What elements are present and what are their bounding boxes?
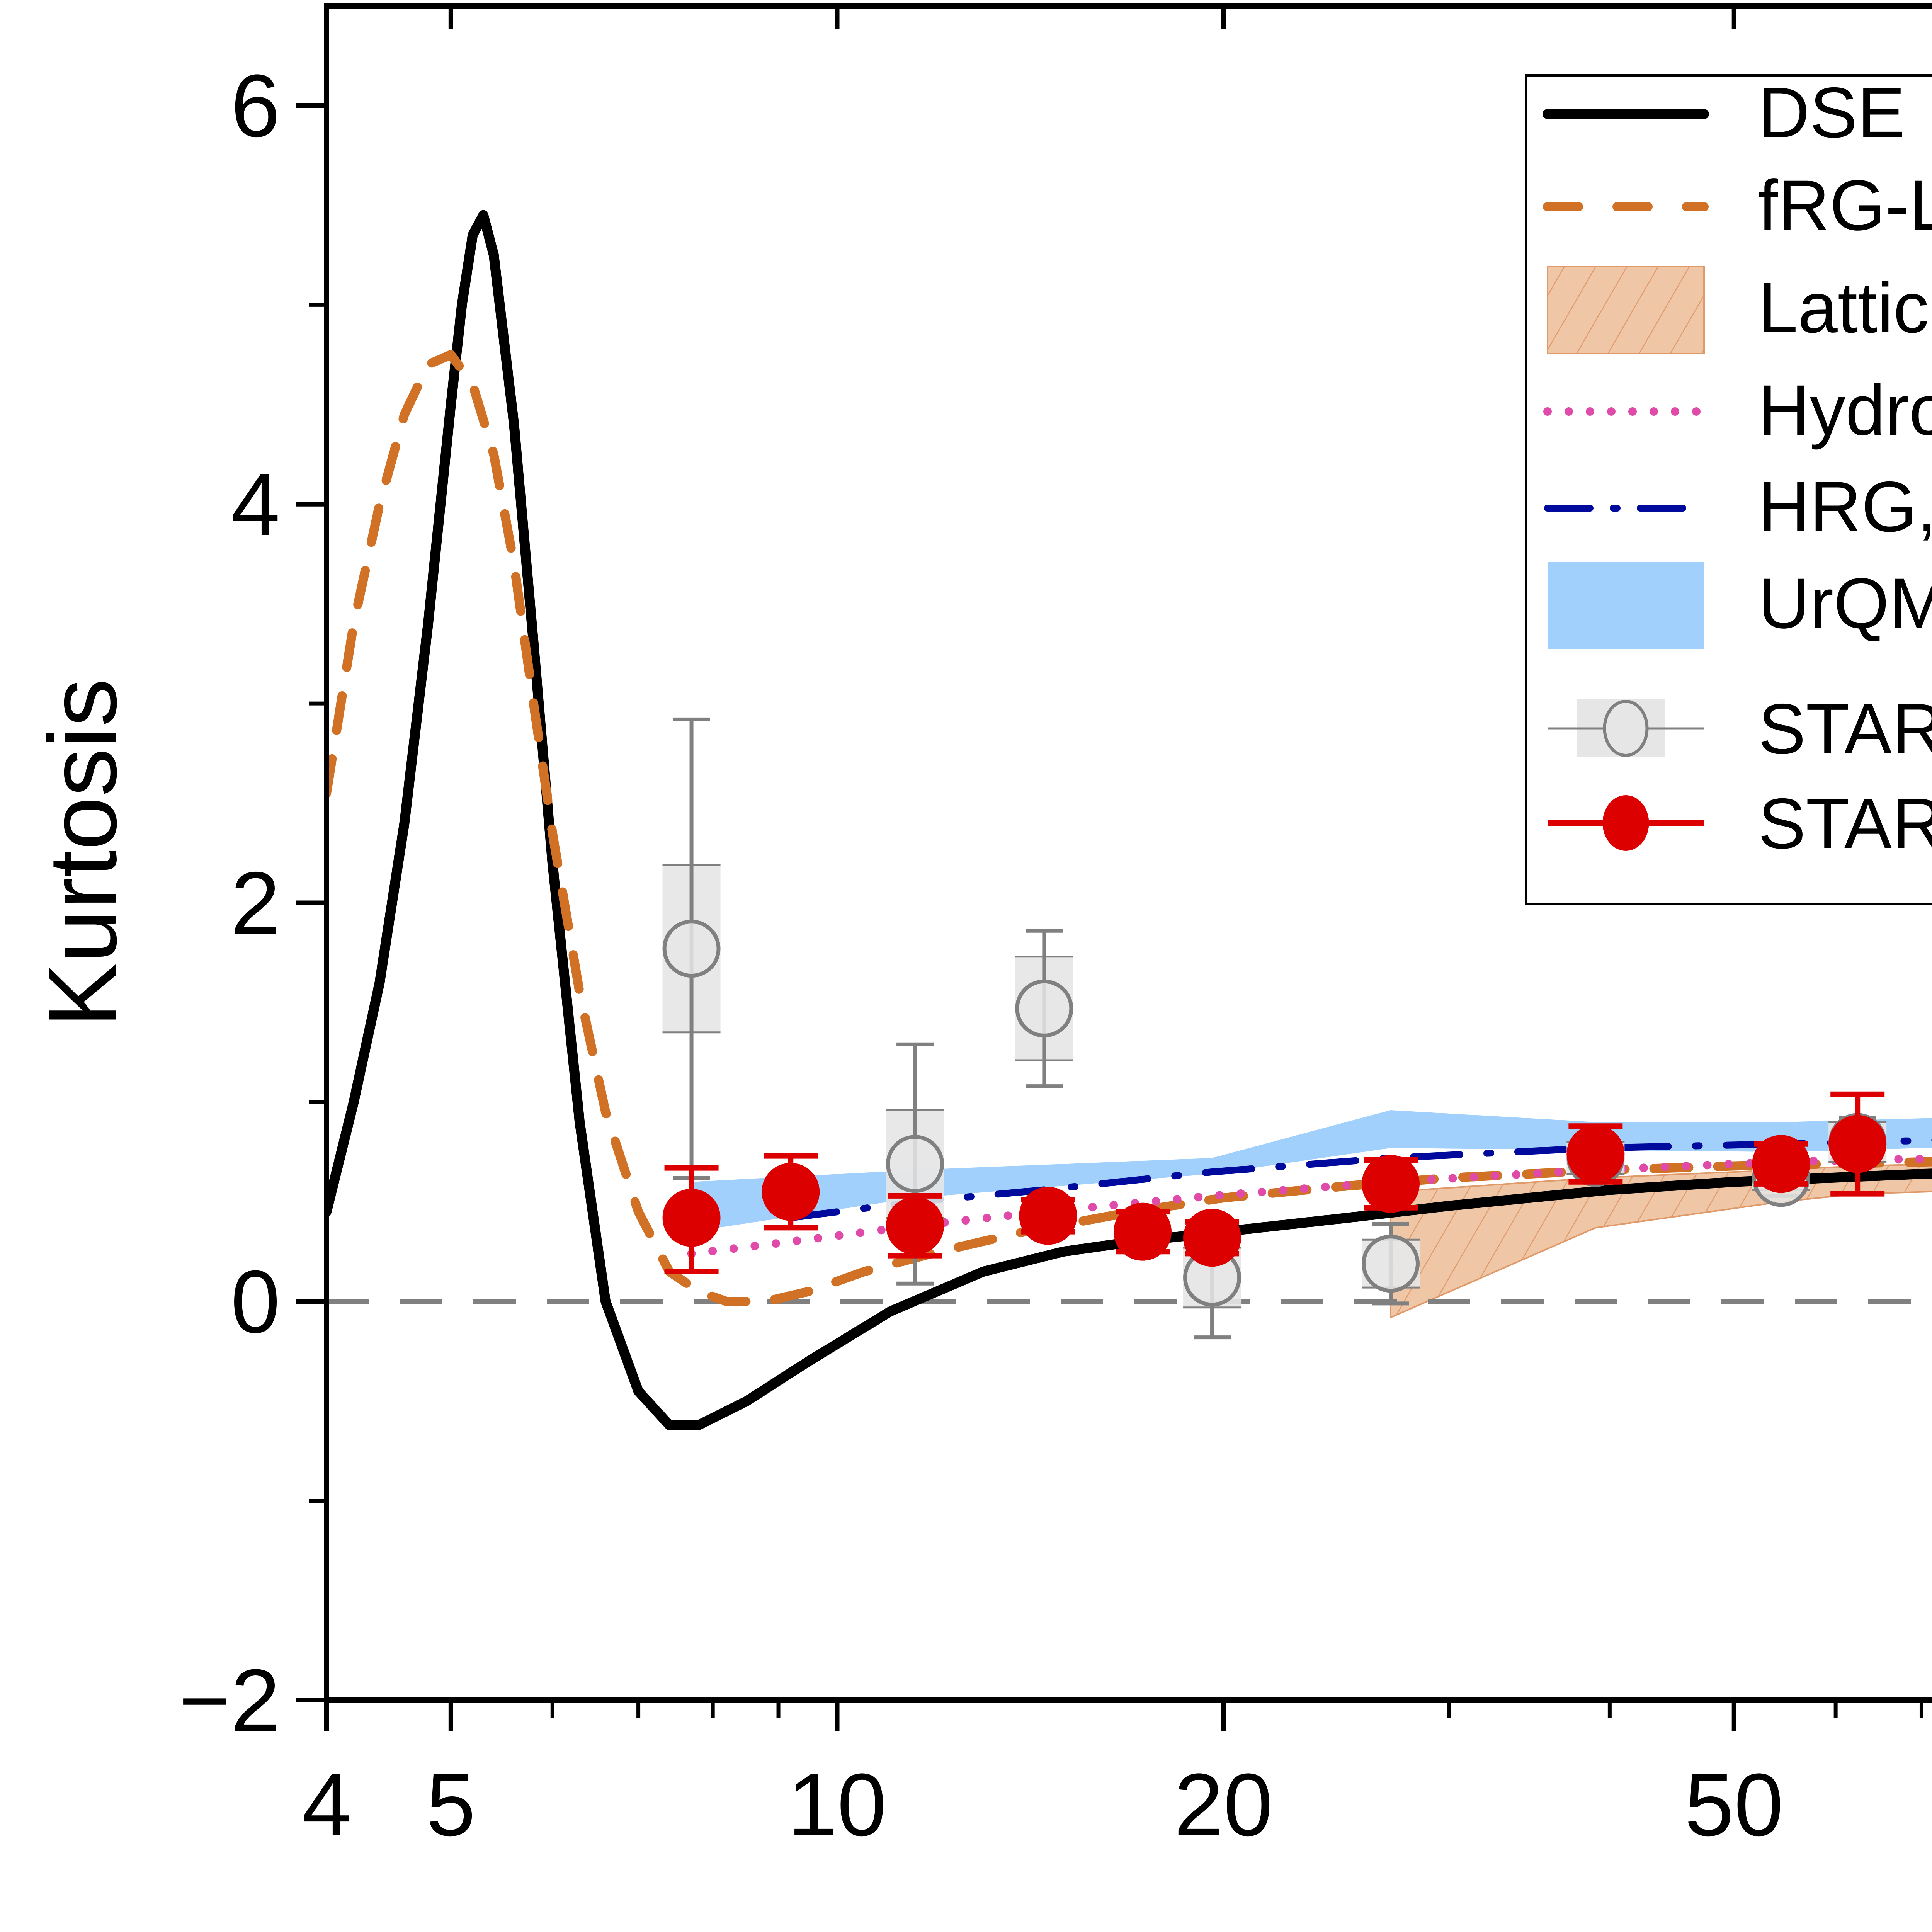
bes2-point bbox=[1566, 1123, 1625, 1185]
x-tick-label: 50 bbox=[1685, 1755, 1784, 1854]
x-tick-label: 5 bbox=[426, 1755, 476, 1854]
line-frg-left bbox=[327, 350, 1932, 1306]
bes2-point bbox=[1752, 1135, 1810, 1193]
y-tick-label: −2 bbox=[179, 1651, 280, 1750]
plot-frame bbox=[324, 3, 1932, 1703]
bes2-point bbox=[1183, 1209, 1242, 1267]
legend-item: UrQMD, 0-5% bbox=[1548, 562, 1932, 649]
bes2-point bbox=[1019, 1187, 1077, 1245]
legend-item: Hydro. bbox=[1543, 371, 1932, 450]
line-hydro- bbox=[687, 1155, 1932, 1258]
bes1-marker bbox=[886, 1135, 944, 1193]
legend-label: Lattice QCD bbox=[1758, 268, 1932, 348]
legend-label: DSE bbox=[1758, 73, 1905, 153]
legend-item: fRG-LEFT bbox=[1543, 166, 1932, 245]
legend-label: UrQMD, 0-5% bbox=[1758, 564, 1932, 643]
legend-swatch-band bbox=[1547, 266, 1705, 354]
bes2-point bbox=[762, 1153, 820, 1231]
bes2-marker bbox=[1566, 1125, 1625, 1183]
bes2-point bbox=[662, 1165, 721, 1274]
bes2-point bbox=[886, 1193, 944, 1259]
bes2-point bbox=[1362, 1155, 1420, 1213]
y-tick-label: 0 bbox=[231, 1252, 280, 1351]
y-tick-label: 4 bbox=[231, 455, 280, 554]
bes2-marker bbox=[1752, 1135, 1810, 1193]
y-axis-title: Kurtosis bbox=[29, 679, 136, 1027]
plot-area bbox=[327, 210, 1932, 1430]
x-tick-label: 10 bbox=[788, 1755, 887, 1854]
axes: −2024645102050100200KurtosissNN[GeV] bbox=[29, 6, 1923, 1854]
x-tick-label: 4 bbox=[302, 1755, 351, 1854]
line-hrg-ce bbox=[787, 1137, 1932, 1221]
legend-label: Hydro. bbox=[1758, 371, 1932, 450]
legend-item: DSE bbox=[1543, 73, 1905, 153]
bes2-point bbox=[1114, 1202, 1172, 1261]
bes1-point bbox=[1015, 929, 1073, 1088]
legend-label: STAR BES-I 0-5% bbox=[1758, 689, 1932, 769]
bes2-marker bbox=[1114, 1202, 1172, 1261]
legend-item: STAR BES-I 0-5% bbox=[1548, 689, 1932, 769]
legend: DSE fRG-LEFT Lattice QCD Hydro. HRG, CE UrQMD… bbox=[1525, 73, 1932, 905]
legend-item: Lattice QCD bbox=[1547, 266, 1932, 354]
bes2-marker bbox=[1362, 1155, 1420, 1213]
band-urqmd-0-5- bbox=[691, 1110, 1932, 1232]
legend-label: STAR BES-II 0-5% bbox=[1758, 784, 1932, 864]
y-tick-label: 2 bbox=[231, 853, 280, 952]
bes2-marker bbox=[1183, 1209, 1242, 1267]
bes1-marker bbox=[662, 920, 721, 978]
legend-swatch-band bbox=[1548, 562, 1704, 649]
bes2-marker bbox=[662, 1189, 721, 1247]
legend-item: STAR BES-II 0-5% bbox=[1548, 784, 1932, 864]
bes2-marker bbox=[886, 1197, 944, 1255]
bes2-marker bbox=[762, 1163, 820, 1221]
bes2-marker bbox=[1828, 1115, 1887, 1173]
bes1-marker bbox=[1362, 1235, 1420, 1293]
bes1-marker bbox=[1015, 979, 1073, 1037]
bes1-point bbox=[1362, 1222, 1420, 1306]
legend-label: fRG-LEFT bbox=[1758, 166, 1932, 245]
legend-box bbox=[1525, 74, 1932, 905]
legend-swatch-marker bbox=[1602, 795, 1649, 851]
y-tick-label: 6 bbox=[231, 56, 280, 155]
x-tick-label: 20 bbox=[1174, 1755, 1273, 1854]
legend-swatch-marker bbox=[1603, 700, 1649, 757]
legend-item: HRG, CE bbox=[1544, 467, 1932, 547]
legend-label: HRG, CE bbox=[1758, 467, 1932, 547]
bes2-marker bbox=[1019, 1187, 1077, 1245]
bes1-point bbox=[662, 717, 721, 1180]
bes2-point bbox=[1828, 1091, 1887, 1197]
